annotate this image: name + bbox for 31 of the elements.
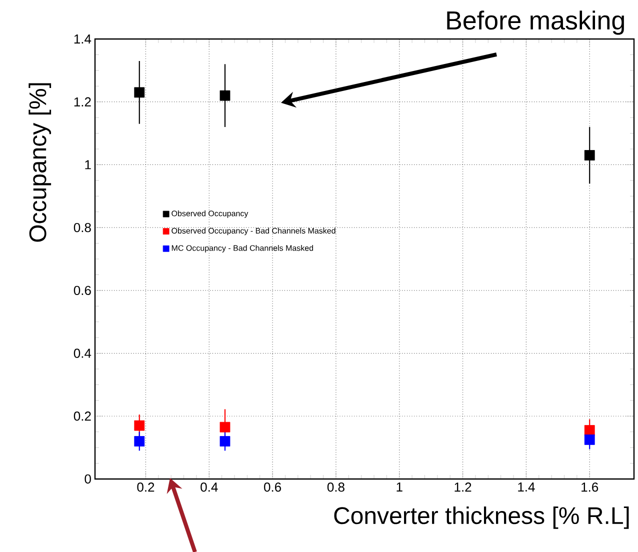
text: Before masking [447,10,624,35]
x-tick-label: 0.8 [327,482,344,492]
legend-label: Observed Occupancy [172,210,248,218]
y-tick-label: 1 [85,160,91,170]
y-axis-title: Occupancy [%] [28,83,52,242]
legend-label: Observed Occupancy - Bad Channels Masked [172,228,336,236]
point [134,87,145,98]
point [584,425,595,436]
y-tick-label: 0.2 [74,412,91,421]
x-tick-label: 0.4 [200,482,218,492]
y-tick-label: 0.4 [74,348,92,358]
point [220,90,230,101]
legend-label: MC Occupancy - Bad Channels Masked [172,244,314,252]
y-tick-label: 1.4 [74,34,92,44]
y-tick-label: 1.2 [74,97,91,106]
y-tick-label: 0.6 [74,286,91,296]
x-tick-label: 1.6 [582,482,598,492]
y-tick-label: 0 [84,474,91,484]
x-tick-label: 1.4 [518,482,535,492]
point [220,422,230,432]
y-tick-label: 0.8 [74,222,91,232]
point [134,436,145,446]
point [220,436,230,446]
point [584,434,595,445]
x-tick-label: 1.2 [454,482,472,492]
x-tick-label: 1 [396,482,402,492]
x-tick-label: 0.6 [264,482,282,492]
point [584,150,595,160]
x-tick-label: 0.2 [137,482,154,492]
point [134,420,145,431]
x-axis-title: Converter thickness [% R.L] [334,506,629,529]
